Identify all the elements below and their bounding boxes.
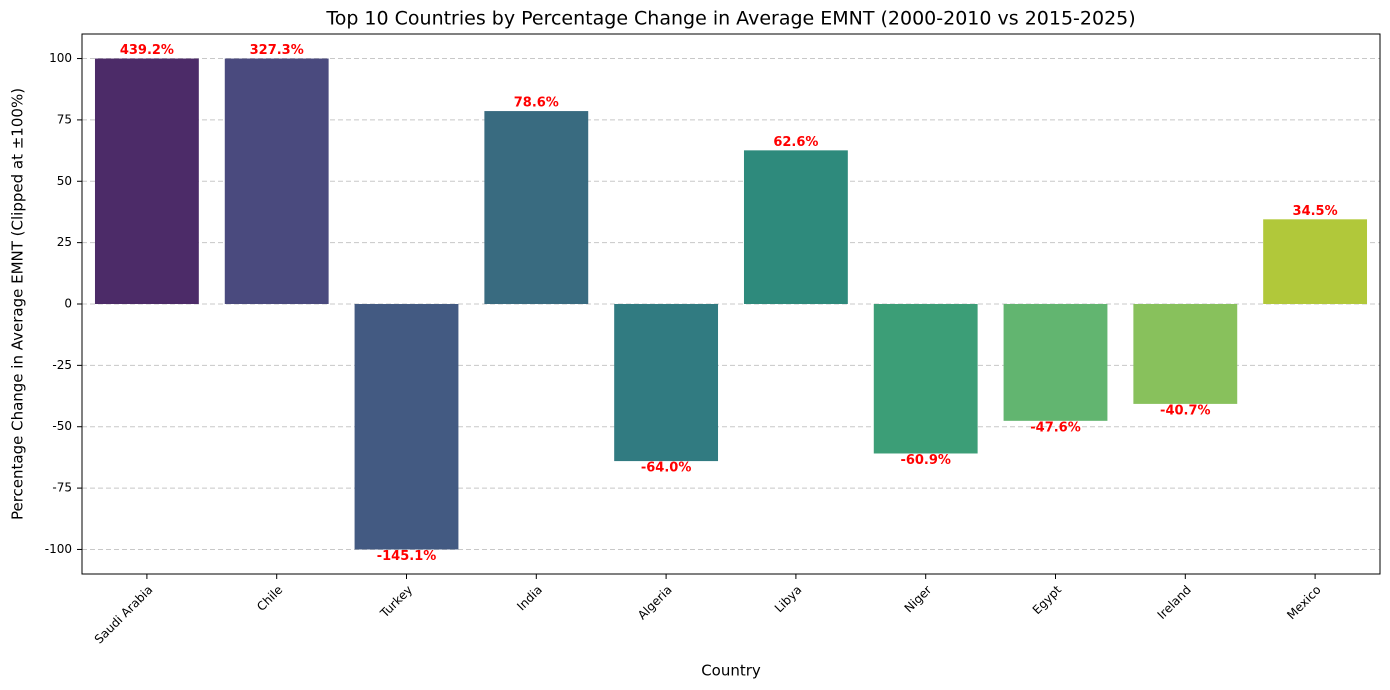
bar-annotation: 327.3% [250,43,304,58]
x-tick-label: Libya [772,583,805,616]
bar [354,304,459,550]
bar-annotation: 62.6% [773,135,818,150]
bar-annotation: 439.2% [120,43,174,58]
y-tick-label: 100 [49,51,72,65]
bar [224,58,329,304]
bar-annotation: 78.6% [514,96,559,111]
bar-annotation: -40.7% [1160,403,1211,418]
bar-annotation: -64.0% [641,461,692,476]
y-tick-label: 50 [57,174,72,188]
x-tick-label: Niger [902,583,935,616]
bar [1003,304,1108,421]
x-axis-label: Country [701,662,761,680]
y-tick-label: -50 [52,419,72,433]
y-tick-label: -75 [52,481,72,495]
y-tick-label: 25 [57,235,72,249]
x-tick-label: Chile [254,583,285,614]
bar [94,58,199,304]
bar [1133,304,1238,404]
x-tick-label: Ireland [1155,583,1194,622]
y-axis-label: Percentage Change in Average EMNT (Clipp… [9,88,27,520]
bar-annotation: 34.5% [1293,204,1338,219]
bar [484,111,589,304]
y-tick-label: -25 [52,358,72,372]
x-tick-label: Mexico [1284,583,1324,623]
chart-title: Top 10 Countries by Percentage Change in… [325,8,1135,30]
y-tick-label: 0 [64,297,72,311]
x-tick-label: India [514,583,545,614]
bar [614,304,719,462]
y-tick-label: 75 [57,112,72,126]
x-tick-label: Saudi Arabia [92,583,156,647]
x-tick-label: Egypt [1030,582,1065,617]
y-tick-label: -100 [45,542,72,556]
bar [873,304,978,454]
bar [1263,219,1368,304]
bar-annotation: -145.1% [377,549,437,564]
bar-annotation: -60.9% [900,453,951,468]
bar-annotation: -47.6% [1030,420,1081,435]
plot-frame [81,33,1381,575]
x-tick-label: Turkey [377,583,415,621]
bar [743,150,848,304]
x-tick-label: Algeria [635,583,675,623]
